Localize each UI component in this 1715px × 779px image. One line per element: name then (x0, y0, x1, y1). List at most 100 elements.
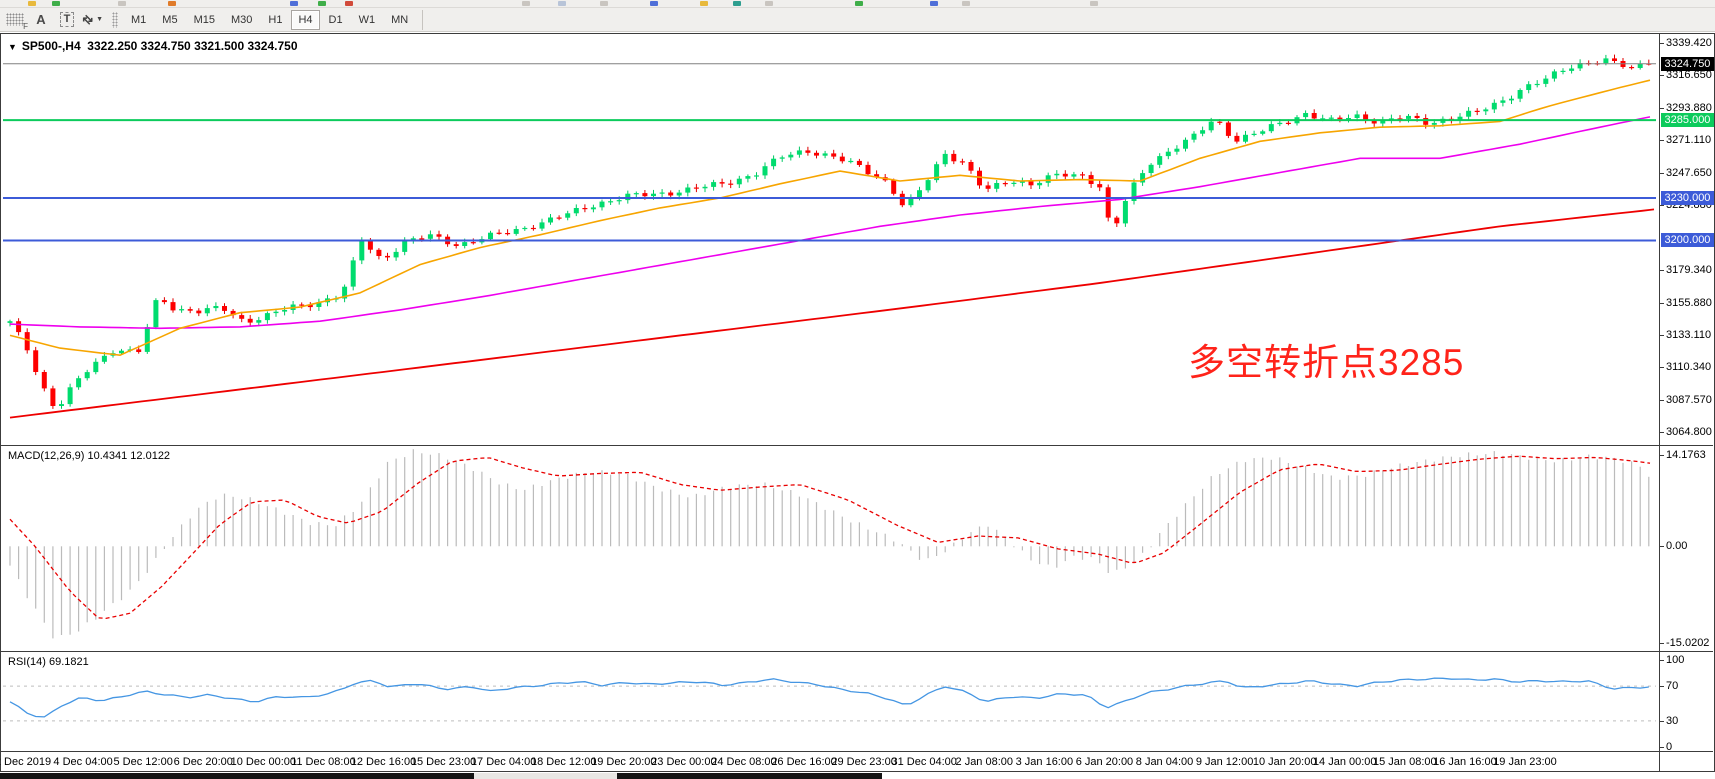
date-axis-label: 31 Dec 04:00 (891, 756, 957, 768)
toolbar: F A T ⇅ ▼ M1 M5 M15 M30 H1 H4 D1 W1 MN (0, 8, 1715, 32)
date-axis-label: 9 Jan 12:00 (1195, 756, 1254, 768)
timeframe-button-m30[interactable]: M30 (230, 13, 253, 26)
clipped-toolbar-icon (855, 1, 863, 6)
toolbar-drag-handle[interactable] (112, 11, 118, 28)
timeframe-button-m1[interactable]: M1 (131, 13, 147, 26)
date-axis-label: 16 Jan 16:00 (1433, 756, 1497, 768)
axis-tick-label: 30 (1666, 715, 1679, 727)
price-badge: 3230.000 (1661, 191, 1714, 205)
timeframe-button-d1[interactable]: D1 (328, 13, 343, 26)
date-axis-label: 14 Jan 00:00 (1312, 756, 1377, 768)
clipped-toolbar-icon (765, 1, 773, 6)
timeframe-button-h4[interactable]: H4 (291, 9, 320, 30)
axis-tick (1660, 432, 1664, 433)
axis-tick (1660, 270, 1664, 271)
axis-tick-label: 3110.340 (1666, 361, 1712, 373)
clipped-toolbar-icon (733, 1, 741, 6)
date-axis-label: 6 Jan 20:00 (1075, 756, 1134, 768)
grid-icon: F (6, 13, 28, 31)
main-plot-area[interactable] (2, 36, 1658, 444)
clipped-toolbar-icon (600, 1, 608, 6)
clipped-toolbar-icon (700, 1, 708, 6)
clipped-toolbar-icon (962, 1, 970, 6)
clipped-toolbar-icon (930, 1, 938, 6)
timeframe-button-group: M1 M5 M15 M30 H1 H4 D1 W1 MN (123, 9, 416, 30)
price-badge: 3200.000 (1661, 233, 1714, 247)
axis-tick-label: 3179.340 (1666, 264, 1712, 276)
axis-tick (1660, 686, 1664, 687)
letter-a-icon: A (36, 12, 46, 27)
axis-tick (1660, 303, 1664, 304)
price-axis-separator (1659, 34, 1660, 771)
chart-text-annotation[interactable]: 多空转折点3285 (1188, 342, 1465, 383)
date-axis-label: 11 Dec 08:00 (291, 756, 356, 768)
date-axis-label: 12 Dec 16:00 (350, 756, 417, 768)
date-axis-label: 23 Dec 00:00 (651, 756, 717, 768)
date-axis-label: 29 Dec 23:00 (831, 756, 897, 768)
timeframe-button-mn[interactable]: MN (391, 13, 409, 26)
axis-tick-label: 3271.110 (1666, 134, 1712, 146)
bottom-strip-segment (617, 773, 882, 779)
axis-tick (1660, 367, 1664, 368)
toolbar-separator (422, 9, 424, 30)
date-axis-label: 4 Dec 04:00 (53, 756, 113, 768)
price-badge: 3285.000 (1661, 113, 1714, 127)
axis-tick-label: -15.0202 (1666, 637, 1710, 649)
date-axis-label: 10 Dec 00:00 (230, 756, 297, 768)
clipped-toolbar-icon (522, 1, 530, 6)
bottom-strip-segment (0, 773, 474, 779)
date-axis-label: 19 Jan 23:00 (1493, 756, 1557, 768)
clipped-toolbar-icon (28, 1, 36, 6)
text-label-tool[interactable]: T (55, 9, 79, 31)
axis-tick (1660, 546, 1664, 547)
axis-tick (1660, 140, 1664, 141)
clipped-toolbar-icon (168, 1, 176, 6)
clipped-toolbar-icon (650, 1, 658, 6)
panel-divider[interactable] (1, 445, 1713, 446)
rsi-plot-area[interactable] (2, 652, 1658, 750)
panel-divider[interactable] (1, 751, 1713, 752)
axis-tick-label: 100 (1666, 654, 1685, 666)
date-axis-label: 6 Dec 20:00 (173, 756, 233, 768)
axis-tick (1660, 108, 1664, 109)
macd-plot-area[interactable] (2, 446, 1658, 650)
axis-tick (1660, 455, 1664, 456)
timeframe-button-m15[interactable]: M15 (193, 13, 215, 26)
collapse-triangle-icon[interactable]: ▼ (8, 42, 17, 52)
date-axis-label: 5 Dec 12:00 (113, 756, 173, 768)
date-axis-label: 15 Dec 23:00 (410, 756, 477, 768)
clipped-toolbar-icon (52, 1, 60, 6)
date-axis-label: 10 Jan 20:00 (1252, 756, 1317, 768)
clipped-toolbar-icon (1090, 1, 1098, 6)
text-annotation-tool[interactable]: A (29, 9, 53, 31)
panel-divider[interactable] (1, 651, 1713, 652)
date-axis-label: 18 Dec 12:00 (531, 756, 597, 768)
date-axis-label: 24 Dec 08:00 (711, 756, 777, 768)
arrows-tool[interactable]: ⇅ ▼ (80, 9, 105, 31)
axis-tick (1660, 335, 1664, 336)
axis-tick-label: 14.1763 (1666, 449, 1706, 461)
symbol-label: SP500-,H4 (21, 39, 81, 53)
axis-tick (1660, 75, 1664, 76)
date-axis-label: 3 Jan 16:00 (1015, 756, 1074, 768)
timeframe-button-m5[interactable]: M5 (162, 13, 178, 26)
clipped-toolbar-icon (318, 1, 326, 6)
timeframe-button-h1[interactable]: H1 (268, 13, 283, 26)
date-axis-label: 8 Jan 04:00 (1135, 756, 1194, 768)
clipped-toolbar-icon (290, 1, 298, 6)
timeframe-button-w1[interactable]: W1 (358, 13, 376, 26)
chevron-down-icon[interactable]: ▼ (96, 16, 103, 23)
chart-title: ▼ SP500-,H4 3322.250 3324.750 3321.500 33… (8, 39, 298, 53)
axis-tick (1660, 747, 1664, 748)
date-axis-label: 26 Dec 16:00 (771, 756, 837, 768)
date-axis-label: 2 Dec 2019 (0, 756, 52, 768)
axis-tick (1660, 205, 1664, 206)
date-axis-label: 19 Dec 20:00 (591, 756, 657, 768)
axis-tick (1660, 43, 1664, 44)
crosshair-grid-tool[interactable]: F (3, 9, 28, 31)
axis-tick (1660, 400, 1664, 401)
macd-label: MACD(12,26,9) 10.4341 12.0122 (8, 450, 171, 462)
axis-tick-label: 3247.650 (1666, 167, 1712, 179)
axis-tick-label: 3087.570 (1666, 394, 1712, 406)
